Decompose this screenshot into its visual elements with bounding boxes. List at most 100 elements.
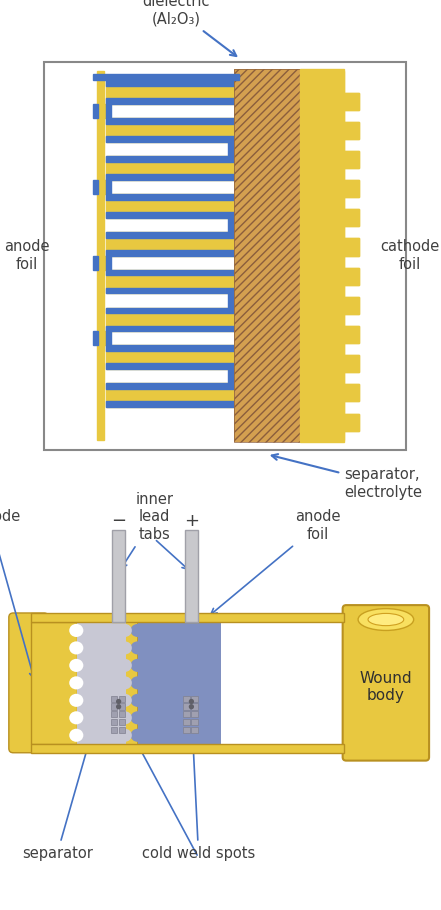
Bar [31, 744, 344, 753]
Bar [228, 142, 234, 157]
Bar [344, 413, 359, 430]
Circle shape [189, 704, 194, 709]
Bar [106, 157, 234, 162]
Bar [234, 71, 300, 440]
Bar [77, 622, 141, 744]
Bar [106, 232, 234, 238]
Bar [97, 71, 104, 440]
Bar [98, 256, 106, 269]
Ellipse shape [131, 642, 145, 654]
Text: dielectric
(Al₂O₃): dielectric (Al₂O₃) [142, 0, 236, 56]
Bar [106, 269, 234, 293]
Ellipse shape [118, 693, 132, 707]
Bar [137, 622, 220, 744]
Bar [106, 308, 234, 313]
Bar [106, 157, 234, 180]
Bar [111, 695, 117, 702]
Bar [31, 613, 344, 622]
Bar [106, 346, 234, 369]
Bar [234, 217, 242, 232]
Text: anode
foil: anode foil [211, 510, 340, 614]
Bar [106, 363, 234, 369]
Ellipse shape [69, 642, 83, 654]
Text: anode
foil: anode foil [4, 239, 49, 272]
Bar [228, 217, 234, 232]
Bar [106, 194, 234, 217]
Bar [344, 122, 359, 139]
Bar [191, 727, 198, 733]
Bar [183, 695, 190, 702]
Bar [106, 269, 234, 276]
Bar [106, 80, 234, 86]
Bar [119, 712, 125, 717]
Bar [98, 104, 106, 118]
Text: +: + [184, 512, 199, 531]
Bar [93, 256, 98, 269]
Bar [111, 712, 117, 717]
Text: cathode
foil: cathode foil [0, 510, 35, 678]
Bar [31, 622, 77, 744]
Bar [111, 727, 117, 733]
Bar [191, 695, 198, 702]
Bar [111, 703, 117, 710]
Bar [93, 104, 98, 118]
Ellipse shape [69, 676, 83, 690]
Circle shape [189, 699, 194, 704]
Bar [183, 712, 190, 717]
Bar [191, 712, 198, 717]
Ellipse shape [69, 729, 83, 742]
Bar [106, 104, 111, 118]
Bar [344, 209, 359, 227]
Bar [93, 331, 98, 346]
Bar [106, 136, 234, 142]
Ellipse shape [118, 729, 132, 742]
Bar [344, 268, 359, 285]
Text: −: − [111, 512, 126, 531]
Bar [106, 174, 234, 180]
Bar [228, 369, 234, 383]
Bar [234, 71, 300, 440]
Bar [344, 122, 359, 139]
Bar [344, 93, 359, 109]
Bar [344, 413, 359, 430]
Bar [126, 622, 137, 744]
Bar [183, 719, 190, 725]
Bar [234, 68, 302, 442]
Bar [106, 331, 111, 346]
Ellipse shape [131, 729, 145, 742]
Circle shape [116, 699, 121, 704]
Bar [119, 695, 125, 702]
Bar [344, 326, 359, 343]
Bar [106, 194, 234, 199]
Bar [106, 326, 234, 331]
Bar [111, 719, 117, 725]
Bar [191, 719, 198, 725]
Bar [234, 142, 242, 157]
Ellipse shape [131, 676, 145, 690]
Bar [344, 297, 359, 314]
Bar [106, 118, 234, 124]
Bar [112, 530, 125, 622]
Bar [344, 238, 359, 256]
Bar [344, 238, 359, 256]
Bar [242, 217, 247, 232]
Bar [106, 383, 234, 389]
Bar [344, 297, 359, 314]
Bar [344, 151, 359, 168]
Bar [106, 308, 234, 331]
Bar [344, 326, 359, 343]
Bar [106, 346, 234, 351]
FancyBboxPatch shape [44, 62, 406, 450]
Bar [119, 703, 125, 710]
Ellipse shape [131, 693, 145, 707]
Bar [183, 727, 190, 733]
Bar [185, 530, 198, 622]
Bar [106, 288, 234, 293]
Ellipse shape [131, 659, 145, 672]
Ellipse shape [69, 659, 83, 672]
Bar [242, 369, 247, 383]
Bar [344, 93, 359, 109]
Bar [119, 727, 125, 733]
Bar [106, 98, 234, 104]
FancyBboxPatch shape [9, 613, 49, 753]
